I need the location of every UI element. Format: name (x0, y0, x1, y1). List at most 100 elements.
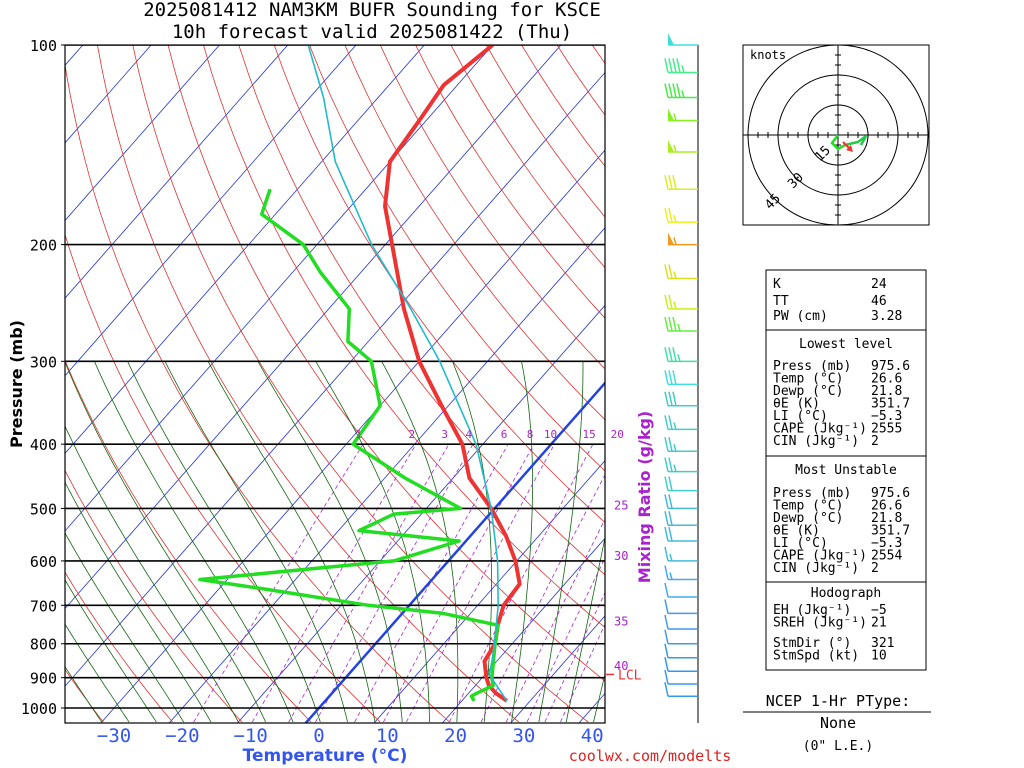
moist-adiabat (257, 361, 403, 723)
moist-adiabat (207, 361, 376, 723)
hodograph-trace-mid (844, 135, 868, 147)
lowest-4-label: LI (°C) (773, 409, 828, 424)
hodograph-trace-low (830, 134, 846, 151)
wind-barb (664, 58, 698, 74)
mixing-ratio-line (193, 443, 364, 723)
moist-adiabat (565, 535, 605, 723)
wind-barb (664, 599, 698, 615)
ptype-note: (0" L.E.) (803, 739, 873, 754)
hodo-2-label: StmDir (°) (773, 636, 851, 651)
dry-adiabat (203, 45, 605, 629)
chart-title-line1: 2025081412 NAM3KM BUFR Sounding for KSCE (143, 0, 601, 21)
dry-adiabat (485, 45, 605, 218)
mixing-ratio-label: 30 (614, 549, 628, 563)
wind-barb (664, 457, 698, 473)
wind-barb (664, 657, 698, 672)
mixing-ratio-label: 10 (544, 428, 557, 441)
wind-barb (664, 669, 698, 685)
isotherm (65, 45, 494, 532)
dry-adiabat (65, 61, 450, 723)
isotherm (168, 227, 605, 723)
isotherm (100, 149, 605, 723)
wind-barb (664, 494, 698, 510)
pressure-tick-label: 100 (30, 37, 57, 55)
chart-title-line2: 10h forecast valid 2025081422 (Thu) (172, 21, 572, 43)
k-index-value: 24 (871, 277, 887, 292)
mixing-ratio-line (544, 591, 605, 723)
wind-barb (668, 108, 698, 122)
mixing-ratio-line (480, 473, 605, 723)
dry-adiabat (65, 359, 312, 723)
precipitable-water-label: PW (cm) (773, 309, 828, 324)
wind-barb (664, 629, 698, 645)
isotherm (65, 45, 357, 377)
plot-area (64, 44, 606, 724)
pressure-tick-label: 600 (30, 553, 57, 571)
temp-tick-label: −20 (165, 725, 199, 747)
mu-1-value: 26.6 (871, 499, 902, 514)
mu-1-label: Temp (°C) (773, 499, 843, 514)
isotherm (65, 45, 289, 299)
mu-0-value: 975.6 (871, 486, 910, 501)
mu-2-label: Dewp (°C) (773, 511, 843, 526)
mu-4-value: −5.3 (871, 536, 902, 551)
footer-site[interactable]: coolwx.com/modelts (569, 747, 732, 765)
y-axis-label: Pressure (mb) (7, 320, 26, 448)
lowest-0-value: 975.6 (871, 359, 910, 374)
ptype-box: NCEP 1-Hr PType: None (0" L.E.) (743, 692, 931, 754)
total-totals-value: 46 (871, 294, 887, 309)
dry-adiabat (379, 45, 605, 370)
moist-adiabat (65, 665, 103, 723)
mixing-ratio-line (251, 443, 417, 723)
moist-adiabat (94, 361, 294, 723)
temp-tick-label: 0 (313, 725, 324, 747)
mu-5-label: CAPE (Jkg⁻¹) (773, 549, 867, 564)
dry-adiabat (132, 45, 589, 723)
lcl-marker: LCL (605, 668, 642, 683)
lowest-2-label: Dewp (°C) (773, 384, 843, 399)
mu-3-value: 351.7 (871, 524, 910, 539)
wind-barb (664, 526, 698, 542)
mixing-ratio-axis-label: Mixing Ratio (g/kg) (635, 411, 654, 583)
hodo-2-value: 321 (871, 636, 894, 651)
hodo-1-value: 21 (871, 616, 887, 631)
hodograph-ring-45: 45 (762, 191, 784, 213)
isotherm (65, 71, 605, 687)
mu-0-label: Press (mb) (773, 486, 851, 501)
hodograph-ring-15: 15 (812, 143, 834, 165)
lowest-level-header: Lowest level (799, 337, 893, 352)
mixing-ratio-line (449, 444, 594, 723)
mixing-ratio-line (406, 444, 555, 723)
moist-adiabat (65, 361, 267, 723)
isotherm (373, 460, 605, 723)
dry-adiabat (65, 469, 243, 723)
mixing-ratio-line (315, 443, 474, 723)
pressure-tick-label: 300 (30, 353, 57, 371)
dry-adiabat (97, 45, 520, 723)
lowest-6-label: CIN (Jkg⁻¹) (773, 434, 859, 449)
mu-2-value: 21.8 (871, 511, 902, 526)
pressure-tick-label: 700 (30, 597, 57, 615)
wind-barb (664, 582, 698, 598)
lowest-5-value: 2555 (871, 422, 902, 437)
wind-barb (664, 614, 698, 630)
lowest-2-value: 21.8 (871, 384, 902, 399)
precipitable-water-value: 3.28 (871, 309, 902, 324)
dry-adiabat (65, 233, 381, 723)
total-totals-label: TT (773, 294, 789, 309)
lowest-0-label: Press (mb) (773, 359, 851, 374)
moist-adiabat (315, 361, 430, 723)
pressure-tick-label: 500 (30, 500, 57, 518)
dry-adiabat (309, 45, 605, 472)
k-index-label: K (773, 277, 781, 292)
dry-adiabat (65, 571, 173, 723)
wind-barb (664, 437, 698, 453)
wind-barb (668, 33, 698, 46)
wind-barb (664, 83, 698, 99)
wind-barb (664, 264, 698, 280)
lcl-label: LCL (618, 668, 642, 683)
wind-barb (664, 565, 698, 581)
mu-6-label: CIN (Jkg⁻¹) (773, 561, 859, 576)
isotherm (441, 537, 605, 723)
